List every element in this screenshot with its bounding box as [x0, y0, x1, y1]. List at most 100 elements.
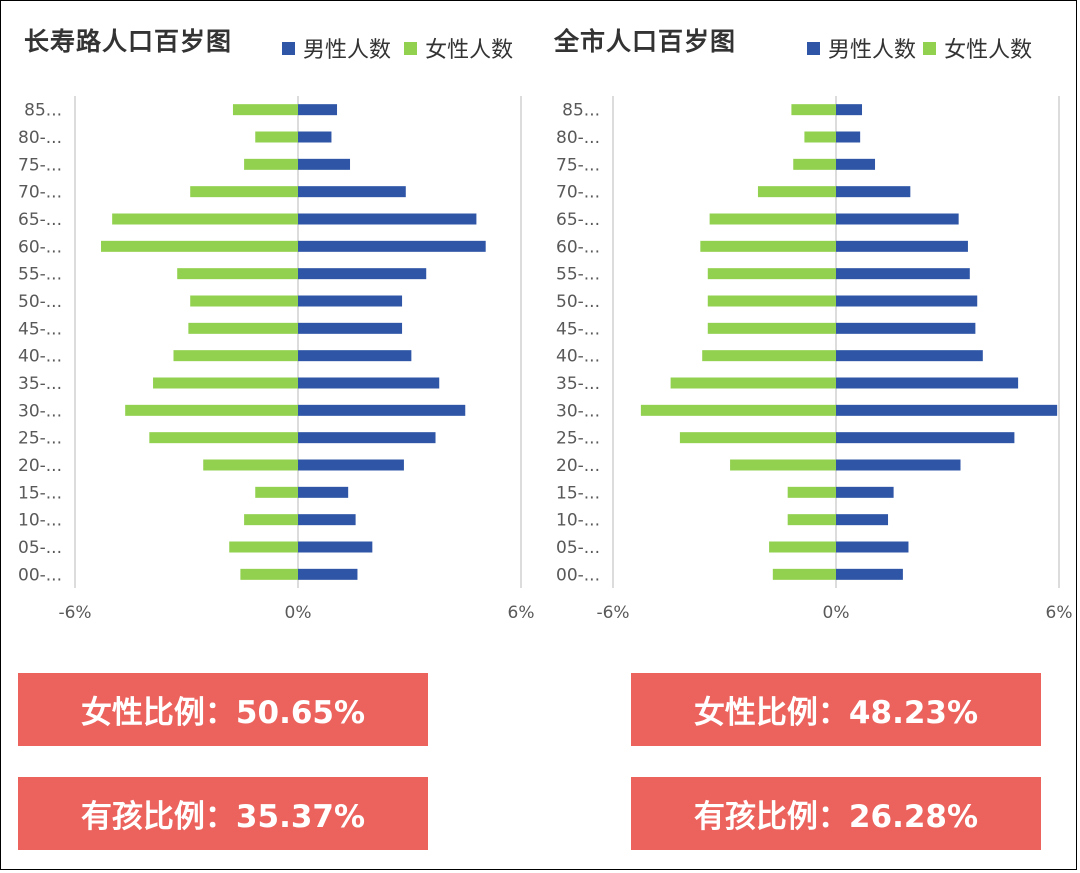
- x-tick-label: 6%: [1046, 603, 1073, 623]
- legend-label-female: 女性人数: [944, 38, 1033, 63]
- y-tick-label: 45-...: [18, 319, 62, 339]
- bar-female: [112, 213, 299, 225]
- bar-male: [836, 459, 961, 471]
- female-ratio-badge-left: 女性比例：50.65%: [18, 673, 428, 746]
- bar-female: [787, 514, 836, 526]
- bar-female: [101, 240, 299, 252]
- y-tick-label: 00-...: [556, 565, 600, 585]
- bar-female: [769, 541, 836, 553]
- bar-female: [190, 186, 298, 198]
- y-tick-label: 45-...: [556, 319, 600, 339]
- bar-male: [836, 404, 1058, 416]
- legend-item-male: 男性人数: [807, 32, 916, 64]
- bar-female: [679, 432, 836, 444]
- bar-male: [836, 432, 1015, 444]
- y-tick-label: 15-...: [18, 483, 62, 503]
- bar-female: [229, 541, 298, 553]
- y-tick-label: 85...: [562, 101, 600, 121]
- y-tick-label: 15-...: [556, 483, 600, 503]
- bar-female: [149, 432, 298, 444]
- bar-female: [787, 486, 836, 498]
- x-tick-label: -6%: [596, 603, 629, 623]
- y-tick-label: 75-...: [18, 155, 62, 175]
- pyramid-chart-right: -6% 0% 6% 00-... 05-... 10-... 15-... 20-... 25-…: [556, 96, 1073, 623]
- bar-male: [298, 186, 406, 198]
- bar-female: [255, 486, 298, 498]
- bar-female: [791, 104, 836, 116]
- y-tick-label: 40-...: [556, 347, 600, 367]
- bar-female: [670, 377, 836, 389]
- bar-male: [298, 295, 403, 307]
- y-tick-label: 25-...: [18, 429, 62, 449]
- legend-swatch-female: [923, 41, 937, 55]
- pyramid-chart-left: -6% 0% 6% 00-... 05-... 10-... 15-... 20-... 25-…: [18, 96, 534, 623]
- bar-male: [298, 268, 427, 280]
- bar-female: [793, 158, 836, 170]
- bar-male: [836, 295, 978, 307]
- bar-male: [298, 377, 440, 389]
- bar-male: [836, 186, 911, 198]
- legend-swatch-male: [282, 41, 295, 55]
- y-tick-label: 65-...: [18, 210, 62, 230]
- y-tick-label: 50-...: [18, 292, 62, 312]
- bar-male: [836, 514, 889, 526]
- bar-female: [232, 104, 298, 116]
- y-tick-label: 30-...: [556, 401, 600, 421]
- legend-label-female: 女性人数: [425, 38, 514, 63]
- bar-male: [298, 322, 403, 334]
- bar-male: [298, 213, 477, 225]
- bar-male: [836, 213, 959, 225]
- y-tick-label: 65-...: [556, 210, 600, 230]
- bar-male: [298, 104, 338, 116]
- y-tick-label: 80-...: [556, 128, 600, 148]
- bar-female: [707, 295, 836, 307]
- bar-female: [707, 268, 836, 280]
- y-tick-label: 20-...: [556, 456, 600, 476]
- bar-female: [772, 568, 836, 580]
- legend-item-male: 男性人数: [282, 32, 391, 64]
- chart-title-left: 长寿路人口百岁图: [24, 27, 233, 56]
- y-tick-label: 75-...: [556, 155, 600, 175]
- bar-male: [298, 131, 332, 143]
- legend-left: 男性人数 女性人数: [282, 32, 521, 64]
- bar-male: [298, 350, 412, 362]
- bar-male: [298, 459, 404, 471]
- y-tick-label: 35-...: [556, 374, 600, 394]
- y-tick-label: 20-...: [18, 456, 62, 476]
- bar-female: [240, 568, 298, 580]
- bar-male: [836, 268, 970, 280]
- legend-item-female: 女性人数: [404, 32, 513, 64]
- legend-label-male: 男性人数: [303, 38, 392, 63]
- bar-male: [836, 486, 894, 498]
- child-ratio-badge-right: 有孩比例：26.28%: [631, 777, 1041, 850]
- bar-female: [730, 459, 836, 471]
- bar-male: [298, 240, 486, 252]
- bar-male: [298, 432, 436, 444]
- y-tick-label: 50-...: [556, 292, 600, 312]
- bar-male: [298, 486, 349, 498]
- bar-female: [255, 131, 298, 143]
- y-tick-label: 05-...: [556, 538, 600, 558]
- bar-female: [244, 158, 298, 170]
- bar-female: [757, 186, 836, 198]
- bar-male: [298, 568, 358, 580]
- y-tick-label: 55-...: [556, 265, 600, 285]
- bar-female: [125, 404, 298, 416]
- bar-male: [298, 514, 356, 526]
- bar-male: [836, 350, 983, 362]
- legend-right: 男性人数 女性人数: [807, 32, 1040, 64]
- bar-male: [836, 541, 909, 553]
- legend-swatch-female: [404, 41, 418, 55]
- bar-female: [153, 377, 298, 389]
- bar-male: [836, 322, 976, 334]
- bar-male: [298, 404, 466, 416]
- bar-female: [804, 131, 836, 143]
- y-tick-label: 55-...: [18, 265, 62, 285]
- bar-female: [707, 322, 836, 334]
- bar-male: [836, 568, 903, 580]
- legend-item-female: 女性人数: [923, 32, 1032, 64]
- child-ratio-badge-left: 有孩比例：35.37%: [18, 777, 428, 850]
- bar-male: [298, 158, 351, 170]
- y-tick-label: 30-...: [18, 401, 62, 421]
- y-tick-label: 85...: [24, 101, 62, 121]
